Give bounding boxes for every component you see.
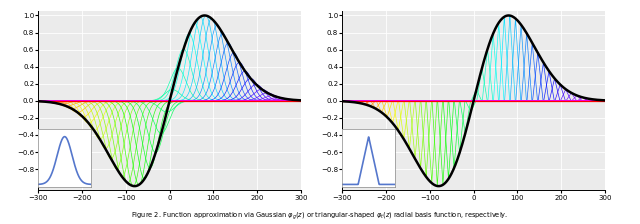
Text: Figure 2. Function approximation via Gaussian $\varphi_g(z)$ or triangular-shape: Figure 2. Function approximation via Gau…	[131, 210, 509, 222]
